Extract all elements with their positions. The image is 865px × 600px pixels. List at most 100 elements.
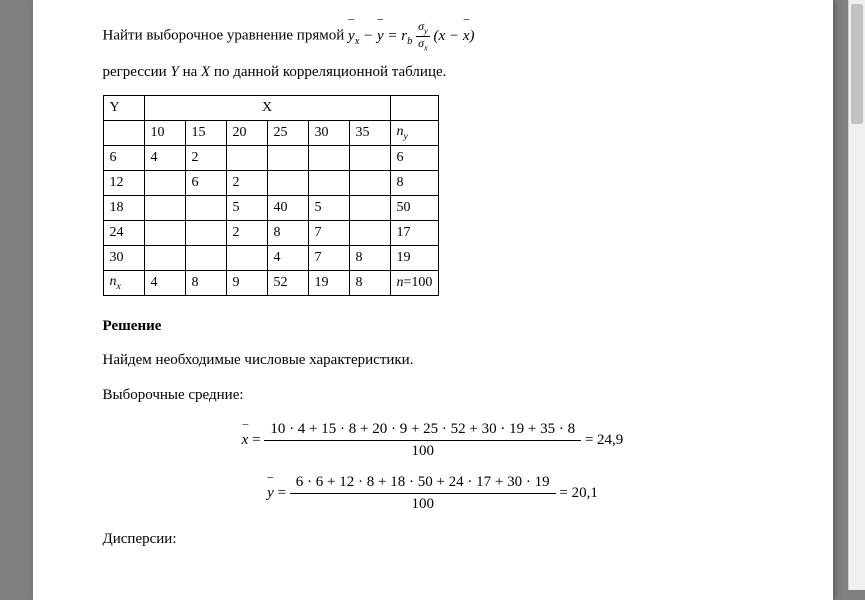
x-val: 35 bbox=[349, 120, 390, 145]
nx-val: 8 bbox=[185, 270, 226, 295]
ybar-result: = 20,1 bbox=[559, 485, 597, 501]
x-col-label: X bbox=[144, 95, 390, 120]
y-val: 12 bbox=[103, 170, 144, 195]
ybar-sym: y = bbox=[267, 485, 286, 501]
intro-text-1: Найти выборочное уравнение прямой bbox=[103, 28, 345, 44]
y-val: 24 bbox=[103, 220, 144, 245]
cell: 2 bbox=[226, 170, 267, 195]
ny-val: 17 bbox=[390, 220, 439, 245]
ybar-fraction: 6 · 6 + 12 · 8 + 18 · 50 + 24 · 17 + 30 … bbox=[290, 472, 556, 515]
table-row: 30 4 7 8 19 bbox=[103, 245, 439, 270]
empty-cell bbox=[103, 120, 144, 145]
xbar-equation: x = 10 · 4 + 15 · 8 + 20 · 9 + 25 · 52 +… bbox=[103, 419, 763, 462]
table-row: 18 5 40 5 50 bbox=[103, 195, 439, 220]
nx-val: 19 bbox=[308, 270, 349, 295]
empty-hdr bbox=[390, 95, 439, 120]
x-val: 10 bbox=[144, 120, 185, 145]
cell: 8 bbox=[349, 245, 390, 270]
nx-val: 52 bbox=[267, 270, 308, 295]
cell bbox=[226, 145, 267, 170]
cell: 7 bbox=[308, 245, 349, 270]
ny-val: 8 bbox=[390, 170, 439, 195]
cell: 5 bbox=[226, 195, 267, 220]
y-col-label: Y bbox=[103, 95, 144, 120]
ybar-numerator: 6 · 6 + 12 · 8 + 18 · 50 + 24 · 17 + 30 … bbox=[290, 472, 556, 494]
cell bbox=[349, 195, 390, 220]
cell bbox=[308, 145, 349, 170]
intro-text-2: регрессии bbox=[103, 64, 167, 80]
nx-val: 9 bbox=[226, 270, 267, 295]
cell bbox=[267, 145, 308, 170]
sigma-fraction: σy σx bbox=[416, 20, 430, 52]
find-characteristics: Найдем необходимые числовые характеристи… bbox=[103, 346, 763, 375]
cell: 40 bbox=[267, 195, 308, 220]
equals: = bbox=[387, 28, 397, 44]
document-page: Найти выборочное уравнение прямой yx − y… bbox=[33, 0, 833, 600]
table-row: 24 2 8 7 17 bbox=[103, 220, 439, 245]
minus-1: − bbox=[363, 28, 373, 44]
sample-means-label: Выборочные средние: bbox=[103, 381, 763, 410]
table-row-header: Y X bbox=[103, 95, 439, 120]
ybar-x: yx bbox=[348, 28, 359, 44]
cell bbox=[226, 245, 267, 270]
n-total: n=100 bbox=[390, 270, 439, 295]
solution-heading: Решение bbox=[103, 312, 763, 341]
x-val: 20 bbox=[226, 120, 267, 145]
x-val: 25 bbox=[267, 120, 308, 145]
x-var: x bbox=[439, 28, 446, 44]
cell: 5 bbox=[308, 195, 349, 220]
ny-label: ny bbox=[390, 120, 439, 145]
nx-val: 8 bbox=[349, 270, 390, 295]
x-val: 30 bbox=[308, 120, 349, 145]
y-val: 18 bbox=[103, 195, 144, 220]
y-var-ital: Y bbox=[170, 64, 178, 80]
cell bbox=[267, 170, 308, 195]
cell: 6 bbox=[185, 170, 226, 195]
nx-val: 4 bbox=[144, 270, 185, 295]
minus-2: − bbox=[449, 28, 459, 44]
xbar-numerator: 10 · 4 + 15 · 8 + 20 · 9 + 25 · 52 + 30 … bbox=[264, 419, 581, 441]
table-row: 12 6 2 8 bbox=[103, 170, 439, 195]
intro-text-4: по данной корреляционной таблице. bbox=[214, 64, 446, 80]
cell: 4 bbox=[267, 245, 308, 270]
vertical-scrollbar[interactable] bbox=[848, 0, 865, 590]
x-val: 15 bbox=[185, 120, 226, 145]
ybar-equation: y = 6 · 6 + 12 · 8 + 18 · 50 + 24 · 17 +… bbox=[103, 472, 763, 515]
xbar-sym: x = bbox=[242, 432, 261, 448]
cell bbox=[144, 220, 185, 245]
cell: 8 bbox=[267, 220, 308, 245]
cell bbox=[349, 145, 390, 170]
nx-label: nx bbox=[103, 270, 144, 295]
table-row-xvals: 10 15 20 25 30 35 ny bbox=[103, 120, 439, 145]
cell bbox=[349, 220, 390, 245]
close-paren: ) bbox=[469, 28, 474, 44]
scrollbar-thumb[interactable] bbox=[851, 4, 863, 124]
cell bbox=[185, 220, 226, 245]
cell bbox=[185, 195, 226, 220]
cell: 2 bbox=[185, 145, 226, 170]
intro-text-3: на bbox=[183, 64, 198, 80]
dispersions-label: Дисперсии: bbox=[103, 525, 763, 554]
r-b: rb bbox=[401, 28, 412, 44]
y-val: 6 bbox=[103, 145, 144, 170]
table-row-nx: nx 4 8 9 52 19 8 n=100 bbox=[103, 270, 439, 295]
correlation-table: Y X 10 15 20 25 30 35 ny 6 4 2 6 12 6 bbox=[103, 95, 440, 296]
cell: 2 bbox=[226, 220, 267, 245]
x-var-ital: X bbox=[201, 64, 210, 80]
cell: 4 bbox=[144, 145, 185, 170]
xbar-denominator: 100 bbox=[264, 441, 581, 462]
ny-val: 6 bbox=[390, 145, 439, 170]
table-row: 6 4 2 6 bbox=[103, 145, 439, 170]
ybar-denominator: 100 bbox=[290, 494, 556, 515]
y-val: 30 bbox=[103, 245, 144, 270]
ny-val: 19 bbox=[390, 245, 439, 270]
xbar-result: = 24,9 bbox=[585, 432, 623, 448]
xbar: x bbox=[463, 28, 470, 44]
cell bbox=[144, 245, 185, 270]
intro-line-1: Найти выборочное уравнение прямой yx − y… bbox=[103, 20, 763, 52]
ny-val: 50 bbox=[390, 195, 439, 220]
intro-line-2: регрессии Y на X по данной корреляционно… bbox=[103, 58, 763, 87]
cell bbox=[144, 195, 185, 220]
cell bbox=[308, 170, 349, 195]
regression-formula: yx − y = rb σy σx (x − x) bbox=[348, 28, 474, 44]
